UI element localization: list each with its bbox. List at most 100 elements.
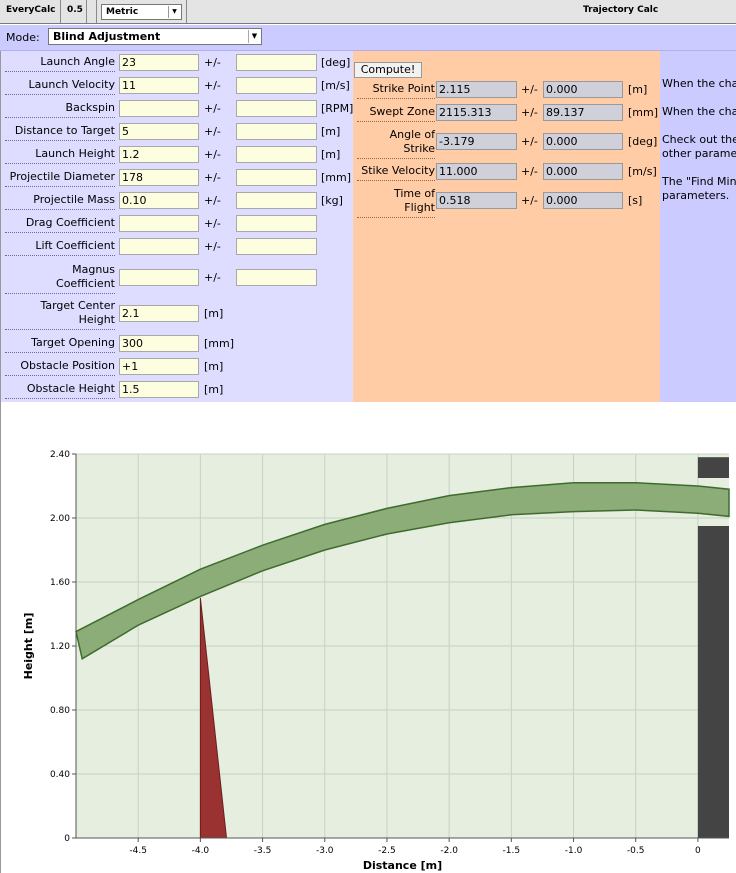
lift-coefficient-tolerance-input[interactable] [236, 238, 317, 255]
calculator-title: Trajectory Calc [583, 5, 659, 15]
backspin-unit: [RPM] [321, 102, 354, 115]
obstacle-position-input[interactable]: +1 [119, 358, 199, 375]
trajectory-band [75, 482, 730, 660]
target-center-height-label-line1: Target Center [40, 299, 115, 312]
projectile-diameter-tolerance-input[interactable] [236, 169, 317, 186]
x-tick-label: -0.5 [627, 846, 645, 856]
target-center-height-unit: [m] [204, 307, 224, 320]
time-of-flight-unit: [s] [628, 194, 643, 207]
x-tick-label: -4.0 [192, 846, 210, 856]
angle-of-strike-unit: [deg] [628, 135, 658, 148]
launch-angle-input[interactable]: 23 [119, 54, 199, 71]
x-tick-label: -2.5 [378, 846, 396, 856]
plus-minus-label: +/- [521, 194, 538, 207]
magnus-coefficient-tolerance-input[interactable] [236, 269, 317, 286]
angle-of-strike-tolerance: 0.000 [543, 133, 623, 150]
strike-point-value: 2.115 [436, 81, 517, 98]
x-tick-label: -1.0 [565, 846, 583, 856]
compute-button[interactable]: Compute! [354, 62, 422, 78]
plus-minus-label: +/- [204, 79, 221, 92]
app-name: EveryCalc [6, 5, 56, 15]
backspin-tolerance-input[interactable] [236, 100, 317, 117]
chart-marks [75, 457, 730, 839]
mode-select[interactable]: Blind Adjustment ▼ [48, 28, 262, 45]
target-center-height-label-line2: Height [78, 313, 115, 326]
x-tick-label: -3.0 [316, 846, 334, 856]
swept-zone-label: Swept Zone [357, 105, 435, 122]
trajectory-chart: -4.5 -4.0 -3.5 -3.0 -2.5 -2.0 -1.5 -1.0 -0.5 0 0 0.… [0, 402, 736, 873]
magnus-coefficient-input[interactable] [119, 269, 199, 286]
x-tick-label: -2.0 [440, 846, 458, 856]
magnus-coefficient-label-line2: Coefficient [56, 277, 115, 290]
strike-point-unit: [m] [628, 83, 648, 96]
strike-velocity-unit: [m/s] [628, 165, 657, 178]
strike-velocity-tolerance: 0.000 [543, 163, 623, 180]
projectile-mass-input[interactable]: 0.10 [119, 192, 199, 209]
backspin-input[interactable] [119, 100, 199, 117]
obstacle-position-label: Obstacle Position [5, 359, 115, 376]
distance-to-target-unit: [m] [321, 125, 341, 138]
divider [60, 0, 61, 23]
help-text-line: When the cha [662, 105, 736, 118]
launch-velocity-tolerance-input[interactable] [236, 77, 317, 94]
plus-minus-label: +/- [204, 217, 221, 230]
help-text-line: parameters. [662, 189, 730, 202]
y-axis-title: Height [m] [22, 613, 35, 680]
time-of-flight-value: 0.518 [436, 192, 517, 209]
y-tick-label: 0.80 [50, 706, 70, 716]
help-text-line: other parame [662, 147, 736, 160]
chevron-down-icon[interactable]: ▼ [248, 30, 260, 43]
launch-velocity-input[interactable]: 11 [119, 77, 199, 94]
x-tick-label: -1.5 [503, 846, 521, 856]
target-center-height-input[interactable]: 2.1 [119, 305, 199, 322]
distance-to-target-input[interactable]: 5 [119, 123, 199, 140]
drag-coefficient-tolerance-input[interactable] [236, 215, 317, 232]
drag-coefficient-input[interactable] [119, 215, 199, 232]
target-center-height-label: Target Center Height [5, 299, 115, 330]
plus-minus-label: +/- [204, 125, 221, 138]
y-tick-label: 1.60 [50, 578, 70, 588]
launch-angle-label: Launch Angle [5, 55, 115, 72]
lift-coefficient-label: Lift Coefficient [5, 239, 115, 256]
units-select[interactable]: Metric ▼ [101, 4, 182, 20]
divider [96, 0, 97, 23]
help-text-line: Check out the [662, 133, 736, 146]
obstacle-height-input[interactable]: 1.5 [119, 381, 199, 398]
mode-label: Mode: [6, 31, 40, 44]
time-of-flight-tolerance: 0.000 [543, 192, 623, 209]
angle-of-strike-value: -3.179 [436, 133, 517, 150]
mode-select-value: Blind Adjustment [53, 30, 161, 43]
distance-to-target-label: Distance to Target [5, 124, 115, 141]
launch-height-input[interactable]: 1.2 [119, 146, 199, 163]
plus-minus-label: +/- [204, 240, 221, 253]
target-opening-label: Target Opening [5, 336, 115, 353]
plus-minus-label: +/- [521, 135, 538, 148]
distance-to-target-tolerance-input[interactable] [236, 123, 317, 140]
output-panel: Strike Point 2.115 +/- 0.000 [m] Swept Z… [353, 51, 660, 402]
strike-velocity-label: Stike Velocity [357, 164, 435, 181]
y-tick-label: 1.20 [50, 642, 70, 652]
y-tick-label: 0.40 [50, 770, 70, 780]
lift-coefficient-input[interactable] [119, 238, 199, 255]
input-panel: Launch Angle 23 +/- [deg] Launch Velocit… [0, 51, 353, 402]
projectile-mass-label: Projectile Mass [5, 193, 115, 210]
projectile-mass-tolerance-input[interactable] [236, 192, 317, 209]
target-opening-input[interactable]: 300 [119, 335, 199, 352]
swept-zone-value: 2115.313 [436, 104, 517, 121]
launch-angle-tolerance-input[interactable] [236, 54, 317, 71]
obstacle-height-label: Obstacle Height [5, 382, 115, 399]
chevron-down-icon[interactable]: ▼ [168, 6, 180, 18]
backspin-label: Backspin [5, 101, 115, 118]
x-axis-title: Distance [m] [363, 859, 442, 872]
y-tick-label: 0 [64, 834, 70, 844]
target-upper-wall [697, 457, 729, 478]
projectile-diameter-input[interactable]: 178 [119, 169, 199, 186]
launch-height-tolerance-input[interactable] [236, 146, 317, 163]
target-opening-unit: [mm] [204, 337, 235, 350]
obstacle-height-unit: [m] [204, 383, 224, 396]
y-tick-label: 2.00 [50, 514, 70, 524]
plus-minus-label: +/- [204, 148, 221, 161]
plus-minus-label: +/- [521, 83, 538, 96]
app-version: 0.5 [67, 5, 83, 15]
mode-bar: Mode: Blind Adjustment ▼ [0, 25, 736, 51]
